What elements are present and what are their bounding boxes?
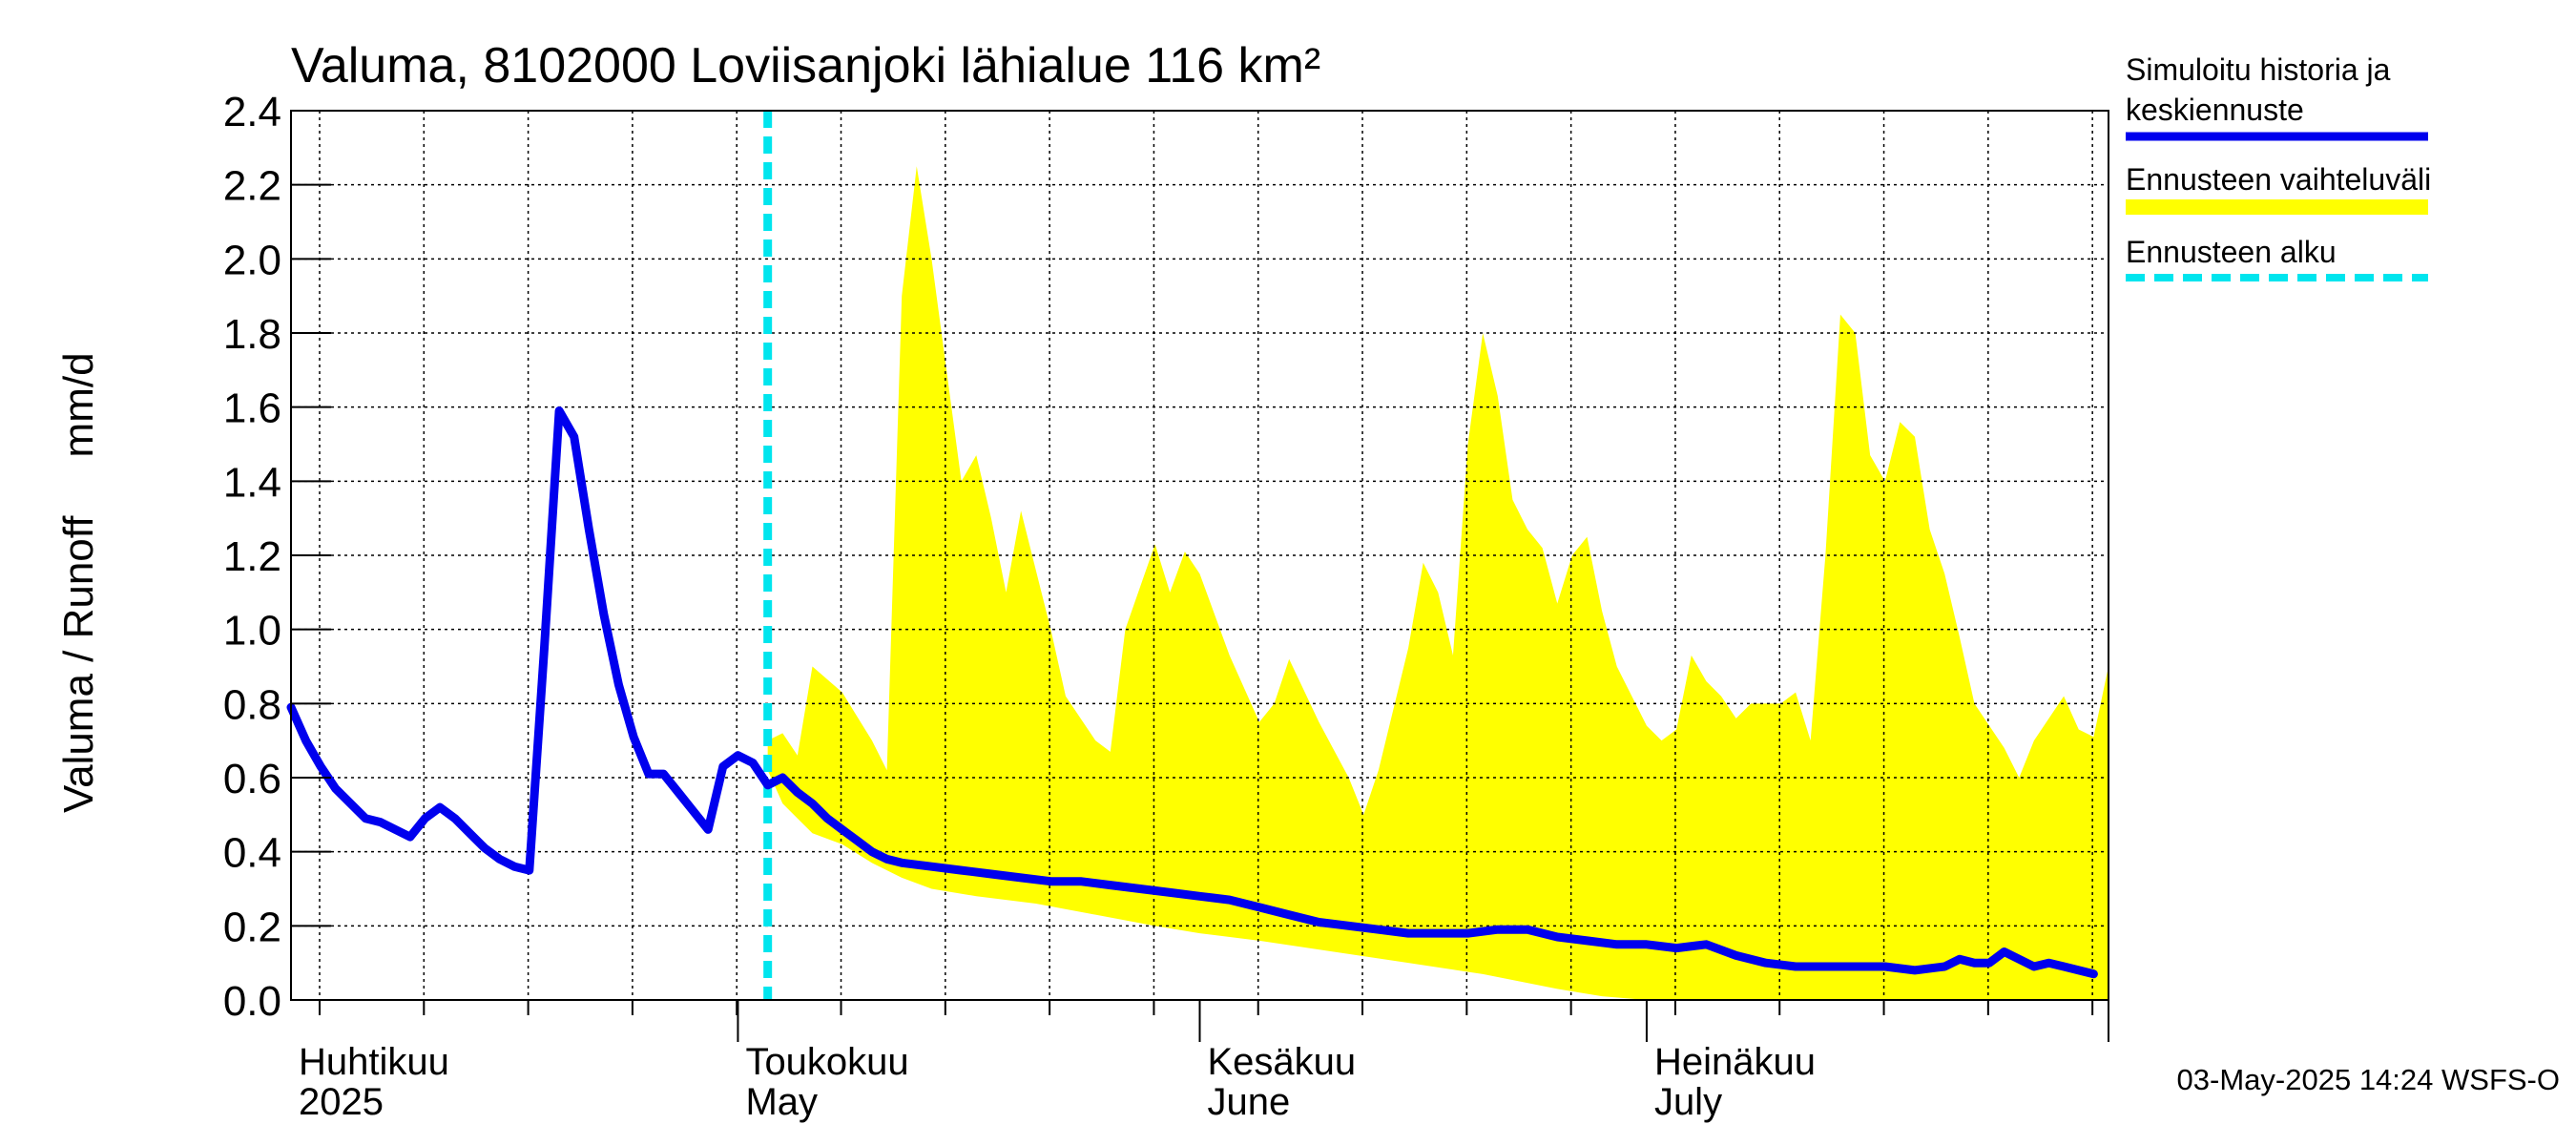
y-tick-label: 1.0 [223,608,281,655]
y-tick-label: 1.6 [223,385,281,432]
y-tick-label: 0.8 [223,681,281,728]
month-label-fi: Toukokuu [745,1041,908,1083]
month-label-fi: Heinäkuu [1654,1041,1816,1083]
y-axis-label: Valuma / Runoff mm/d [55,352,102,813]
legend: Simuloitu historia ja keskiennuste Ennus… [2126,52,2431,281]
month-label-en: June [1208,1081,1291,1123]
mean-runoff-line [286,406,2098,979]
month-label-en: 2025 [299,1081,384,1123]
y-tick-label: 0.0 [223,978,281,1025]
mean-runoff-series [286,406,2098,979]
y-tick-label: 0.4 [223,830,281,877]
month-label-en: July [1654,1081,1722,1123]
y-tick-label: 1.8 [223,311,281,358]
month-label-en: May [745,1081,818,1123]
y-tick-label: 0.2 [223,904,281,950]
legend-label-mean-2: keskiennuste [2126,93,2304,127]
y-tick-label: 2.0 [223,237,281,283]
chart-title: Valuma, 8102000 Loviisanjoki lähialue 11… [291,38,1320,94]
month-label-fi: Huhtikuu [299,1041,449,1083]
forecast-range-band [767,166,2109,1000]
legend-label-forecast-start: Ennusteen alku [2126,235,2337,269]
y-tick-label: 2.2 [223,163,281,210]
timestamp: 03-May-2025 14:24 WSFS-O [2177,1063,2560,1096]
y-tick-label: 0.6 [223,756,281,802]
legend-label-range: Ennusteen vaihteluväli [2126,162,2431,197]
y-axis-ticks: 0.0 0.2 0.4 0.6 0.8 1.0 1.2 1.4 1.6 1.8 2.0 2.2 2.4 [223,89,331,1025]
month-label-fi: Kesäkuu [1208,1041,1357,1083]
legend-label-mean-1: Simuloitu historia ja [2126,52,2391,87]
y-tick-label: 1.4 [223,459,281,506]
y-tick-label: 1.2 [223,533,281,580]
forecast-range-area [767,166,2109,1000]
y-tick-label: 2.4 [223,89,281,135]
x-axis-ticks [319,1000,2109,1042]
